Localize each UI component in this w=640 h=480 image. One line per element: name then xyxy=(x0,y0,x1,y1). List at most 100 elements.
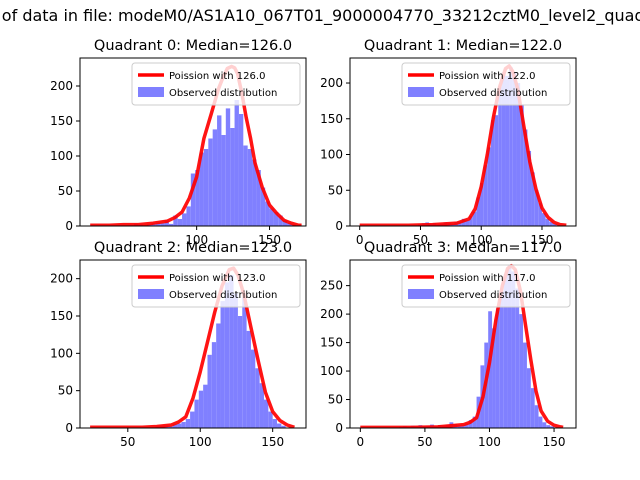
histogram-bar xyxy=(469,215,473,226)
histogram-bar xyxy=(480,183,484,226)
histogram-bar xyxy=(281,425,286,428)
y-tick-label: 100 xyxy=(320,148,343,162)
histogram-bar xyxy=(516,83,521,226)
legend-poisson-label: Poission with 126.0 xyxy=(169,71,265,82)
y-tick-label: 100 xyxy=(320,364,343,378)
x-tick-label: 50 xyxy=(417,435,432,449)
histogram-bar xyxy=(549,221,553,226)
x-tick-label: 50 xyxy=(413,233,428,247)
histogram-bar xyxy=(260,187,266,226)
y-tick-label: 150 xyxy=(50,114,73,128)
histogram-bar xyxy=(224,282,230,428)
histogram-bar xyxy=(225,108,231,226)
legend-observed-label: Observed distribution xyxy=(169,290,277,301)
legend-observed-swatch xyxy=(408,87,434,97)
histogram-bar xyxy=(487,147,491,226)
legend: Poission with 117.0 Observed distribution xyxy=(401,264,571,308)
histogram-bar xyxy=(186,206,191,226)
legend: Poission with 126.0 Observed distribution xyxy=(131,62,301,106)
histogram-bar xyxy=(242,297,247,428)
y-tick-label: 250 xyxy=(320,279,343,293)
histogram-bar xyxy=(181,422,186,428)
histogram-bar xyxy=(501,72,506,226)
histogram-bars xyxy=(418,67,557,226)
histogram-bar xyxy=(194,399,199,428)
x-tick-label: 150 xyxy=(258,233,281,247)
histogram-bars xyxy=(155,274,286,428)
y-tick-label: 200 xyxy=(320,76,343,90)
histogram-bar xyxy=(190,411,195,428)
figure-suptitle: Histogram of data in file: modeM0/AS1A10… xyxy=(0,6,640,26)
histogram-bar xyxy=(182,213,187,226)
histogram-bar xyxy=(465,220,470,226)
histogram-bar xyxy=(234,100,239,226)
legend-observed-label: Observed distribution xyxy=(439,88,547,99)
subplot-quadrant-2: 50 100 150 0 50 100 150 200 Quadrant 2: Median=1… xyxy=(50,240,307,449)
histogram-bar xyxy=(269,208,274,226)
histogram-bar xyxy=(273,212,279,226)
histogram-bar xyxy=(177,219,183,226)
subplot-quadrant-0: 100 150 0 50 100 150 200 Quadrant 0: Median=126… xyxy=(50,38,307,247)
histogram-bar xyxy=(464,423,469,428)
histogram-bar xyxy=(527,150,532,226)
x-tick-label: 100 xyxy=(189,435,212,449)
histogram-bar xyxy=(203,384,208,428)
histogram-bar xyxy=(523,129,528,226)
histogram-bar xyxy=(246,330,251,428)
subplot-title: Quadrant 3: Median=117.0 xyxy=(364,240,562,256)
histogram-bar xyxy=(476,197,481,226)
histogram-bar xyxy=(172,424,178,428)
legend-observed-swatch xyxy=(138,87,164,97)
histogram-bar xyxy=(526,368,531,428)
x-tick-label: 150 xyxy=(543,435,566,449)
x-tick-label: 0 xyxy=(356,233,364,247)
histogram-bar xyxy=(229,274,234,428)
y-tick-label: 0 xyxy=(335,219,343,233)
y-tick-label: 50 xyxy=(58,384,73,398)
histogram-bar xyxy=(483,165,488,226)
x-tick-label: 0 xyxy=(357,435,365,449)
subplot-quadrant-3: 0 50 100 150 0 50 100 150 200 250 Quadrant 3: Medi… xyxy=(320,240,577,449)
histogram-bar xyxy=(250,349,256,428)
histogram-bar xyxy=(195,170,200,226)
histogram-bar xyxy=(495,308,500,428)
legend-poisson-label: Poission with 117.0 xyxy=(439,273,535,284)
histogram-bar xyxy=(282,220,288,226)
histogram-bar xyxy=(541,213,546,226)
histogram-bar xyxy=(511,271,516,428)
y-tick-label: 100 xyxy=(50,346,73,360)
legend-observed-label: Observed distribution xyxy=(439,290,547,301)
histogram-bar xyxy=(220,301,225,428)
histogram-bar xyxy=(233,293,238,428)
histogram-bar xyxy=(542,422,547,428)
histogram-bar xyxy=(505,75,510,226)
legend-observed-label: Observed distribution xyxy=(169,88,277,99)
histogram-bar xyxy=(488,311,493,428)
legend: Poission with 123.0 Observed distribution xyxy=(131,264,301,308)
x-tick-label: 150 xyxy=(531,233,554,247)
histogram-bar xyxy=(221,135,226,226)
histogram-bar xyxy=(199,152,204,226)
y-tick-label: 0 xyxy=(335,421,343,435)
x-tick-label: 150 xyxy=(261,435,284,449)
histogram-bar xyxy=(546,425,551,428)
y-tick-label: 150 xyxy=(320,336,343,350)
subplot-title: Quadrant 0: Median=126.0 xyxy=(94,38,292,54)
histogram-bar xyxy=(545,218,550,226)
histogram-bar xyxy=(259,383,264,428)
histogram-bar xyxy=(207,354,212,428)
histogram-bar xyxy=(216,323,221,428)
histogram-bar xyxy=(243,145,248,226)
y-tick-label: 100 xyxy=(50,149,73,163)
y-tick-label: 150 xyxy=(50,309,73,323)
y-tick-label: 200 xyxy=(50,79,73,93)
histogram-bar xyxy=(168,426,173,428)
histogram-bar xyxy=(203,149,209,226)
histogram-bar xyxy=(252,159,257,226)
legend-box xyxy=(401,62,571,106)
axes-frame xyxy=(349,57,577,227)
histogram-bar xyxy=(265,201,270,226)
histogram-bar xyxy=(507,265,512,428)
y-tick-label: 150 xyxy=(320,112,343,126)
